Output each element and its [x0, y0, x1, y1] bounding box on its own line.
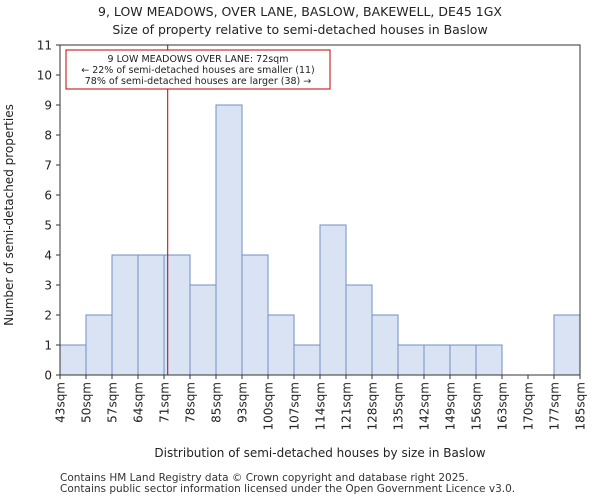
bar-114sqm	[319, 224, 347, 376]
y-tick-label: 4	[44, 249, 52, 263]
annotation-box: 9 LOW MEADOWS OVER LANE: 72sqm ← 22% of …	[65, 49, 331, 90]
bar-78sqm	[189, 284, 217, 376]
bar-128sqm	[371, 314, 399, 376]
bar-57sqm	[111, 254, 139, 376]
bar-142sqm	[423, 344, 451, 376]
footer-credits: Contains HM Land Registry data © Crown c…	[60, 473, 515, 495]
bar-64sqm	[137, 254, 165, 376]
x-tick-label: 78sqm	[184, 382, 198, 423]
bar-50sqm	[85, 314, 113, 376]
chart-title: 9, LOW MEADOWS, OVER LANE, BASLOW, BAKEW…	[98, 4, 502, 19]
x-tick-label: 170sqm	[522, 382, 536, 430]
bar-100sqm	[267, 314, 295, 376]
bar-121sqm	[345, 284, 373, 376]
annotation-frame	[65, 49, 331, 90]
bar-85sqm	[215, 104, 243, 376]
y-tick-label: 9	[44, 99, 52, 113]
bar-135sqm	[397, 344, 425, 376]
x-tick-label: 93sqm	[236, 382, 250, 423]
x-axis-ticks: 43sqm 50sqm 57sqm 64sqm 71sqm 78sqm 85sqm 93sqm…	[54, 375, 588, 430]
x-tick-label: 57sqm	[106, 382, 120, 423]
footer-line-2: Contains public sector information licen…	[60, 483, 516, 495]
y-tick-label: 1	[44, 339, 52, 353]
x-tick-label: 43sqm	[54, 382, 68, 423]
x-tick-label: 100sqm	[262, 382, 276, 430]
y-tick-label: 7	[44, 159, 52, 173]
y-tick-label: 2	[44, 309, 52, 323]
x-tick-label: 71sqm	[158, 382, 172, 423]
y-tick-label: 10	[37, 69, 52, 83]
bar-107sqm	[293, 344, 321, 376]
bars-group	[59, 104, 581, 376]
y-tick-label: 11	[37, 39, 52, 53]
annotation-line-2: ← 22% of semi-detached houses are smalle…	[81, 65, 315, 76]
y-axis-ticks: 0 1 2 3 4 5 6 7 8 9 10 11	[37, 39, 60, 383]
y-tick-label: 6	[44, 189, 52, 203]
x-tick-label: 114sqm	[314, 382, 328, 430]
bar-43sqm	[59, 344, 87, 376]
x-tick-label: 149sqm	[444, 382, 458, 430]
bar-71sqm	[163, 254, 191, 376]
x-tick-label: 163sqm	[496, 382, 510, 430]
bar-149sqm	[449, 344, 477, 376]
x-tick-label: 177sqm	[548, 382, 562, 430]
x-axis-label: Distribution of semi-detached houses by …	[154, 446, 485, 460]
y-axis-label: Number of semi-detached properties	[2, 104, 16, 326]
bar-93sqm	[241, 254, 269, 376]
bar-156sqm	[475, 344, 503, 376]
x-tick-label: 64sqm	[132, 382, 146, 423]
x-tick-label: 121sqm	[340, 382, 354, 430]
footer-line-1: Contains HM Land Registry data © Crown c…	[60, 472, 469, 484]
chart-subtitle: Size of property relative to semi-detach…	[112, 22, 487, 37]
bar-177sqm	[553, 314, 581, 376]
plot-frame	[59, 44, 581, 376]
annotation-line-1: 9 LOW MEADOWS OVER LANE: 72sqm	[108, 54, 289, 65]
x-tick-label: 185sqm	[574, 382, 588, 430]
x-tick-label: 135sqm	[392, 382, 406, 430]
annotation-line-3: 78% of semi-detached houses are larger (…	[85, 76, 312, 87]
x-tick-label: 50sqm	[80, 382, 94, 423]
y-tick-label: 8	[44, 129, 52, 143]
y-tick-label: 5	[44, 219, 52, 233]
x-tick-label: 142sqm	[418, 382, 432, 430]
y-tick-label: 0	[44, 369, 52, 383]
x-tick-label: 107sqm	[288, 382, 302, 430]
y-tick-label: 3	[44, 279, 52, 293]
x-tick-label: 156sqm	[470, 382, 484, 430]
x-tick-label: 128sqm	[366, 382, 380, 430]
x-tick-label: 85sqm	[210, 382, 224, 423]
